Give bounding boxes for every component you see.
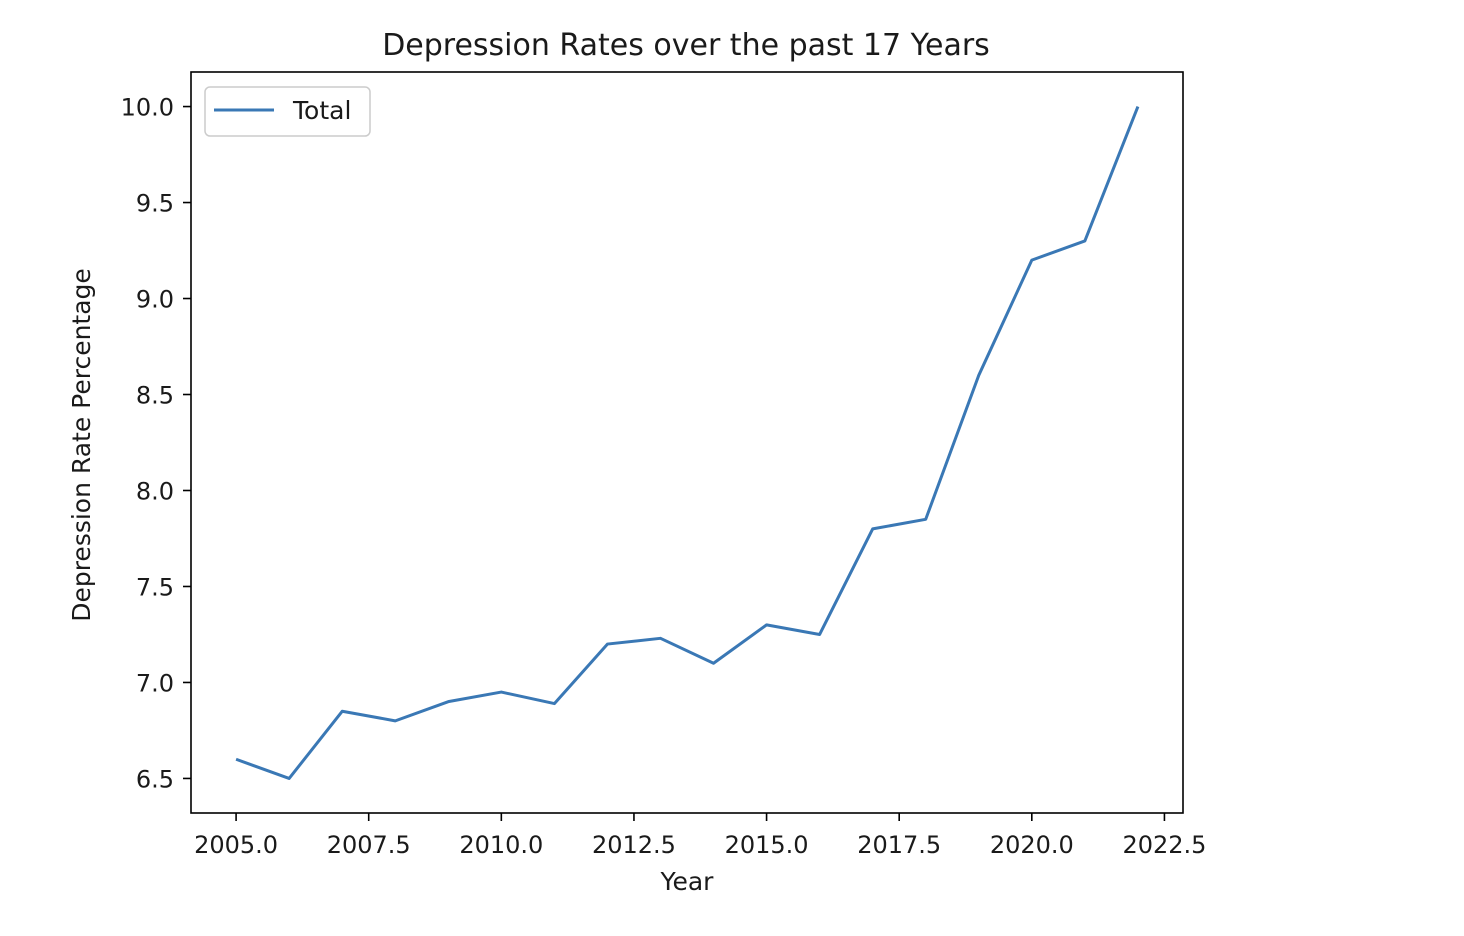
data-point [924, 518, 927, 521]
data-point [1030, 259, 1033, 262]
axes-frame [190, 71, 1184, 814]
series-layer [235, 105, 1140, 780]
data-point [712, 662, 715, 665]
data-point [1083, 239, 1086, 242]
legend-label-total: Total [292, 96, 351, 125]
plot-area [190, 71, 1184, 814]
x-tick-label: 2020.0 [990, 831, 1074, 859]
x-tick-label: 2022.5 [1122, 831, 1206, 859]
x-tick-label: 2007.5 [327, 831, 411, 859]
data-point [553, 702, 556, 705]
data-point [341, 710, 344, 713]
data-point [1136, 105, 1139, 108]
data-point [606, 643, 609, 646]
x-tick-label: 2017.5 [857, 831, 941, 859]
y-tick-label: 10.0 [121, 94, 174, 122]
series-line-total [235, 105, 1140, 780]
y-tick-label: 7.0 [136, 669, 174, 697]
x-axis: 2005.0 2007.5 2010.0 2012.5 2015.0 2017.5 2020… [194, 813, 1206, 859]
data-point [977, 374, 980, 377]
y-tick-label: 8.0 [136, 477, 174, 505]
y-tick-label: 8.5 [136, 382, 174, 410]
data-point [447, 700, 450, 703]
y-axis-label: Depression Rate Percentage [67, 268, 96, 622]
x-tick-label: 2015.0 [725, 831, 809, 859]
data-point [765, 623, 768, 626]
data-point [871, 527, 874, 530]
data-point [235, 758, 238, 761]
x-tick-label: 2005.0 [194, 831, 278, 859]
chart-title: Depression Rates over the past 17 Years [382, 28, 990, 63]
x-axis-label: Year [660, 867, 715, 896]
data-point [659, 637, 662, 640]
y-tick-label: 6.5 [136, 765, 174, 793]
y-axis: 6.5 7.0 7.5 8.0 8.5 9.0 9.5 10.0 [121, 94, 191, 793]
data-point [394, 719, 397, 722]
data-point [288, 777, 291, 780]
y-tick-label: 7.5 [136, 573, 174, 601]
x-tick-label: 2010.0 [459, 831, 543, 859]
legend-box [204, 86, 371, 137]
legend: Total [204, 86, 371, 137]
data-point [818, 633, 821, 636]
y-tick-label: 9.5 [136, 190, 174, 218]
data-point [500, 691, 503, 694]
y-tick-label: 9.0 [136, 286, 174, 314]
x-tick-label: 2012.5 [592, 831, 676, 859]
